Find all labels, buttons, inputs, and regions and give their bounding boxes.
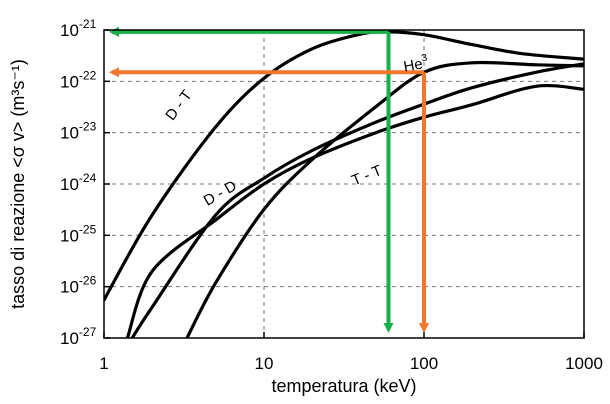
curves [104, 30, 584, 338]
x-tick-label: 1 [99, 354, 108, 373]
x-tick-label: 10 [255, 354, 274, 373]
y-tick-label: 10-21 [60, 17, 97, 40]
marker-arrows [109, 26, 429, 333]
series-line-d-t [104, 30, 584, 302]
y-tick-label: 10-23 [60, 120, 97, 143]
x-tick-label: 100 [410, 354, 438, 373]
y-tick-label: 10-22 [60, 68, 97, 91]
y-tick-label: 10-26 [60, 274, 97, 297]
curve-label: T - T [349, 162, 384, 189]
x-tick-label: 1000 [565, 354, 603, 373]
curve-label: D - T [162, 87, 195, 124]
curve-label: He3 [402, 53, 430, 76]
y-tick-label: 10-24 [60, 171, 97, 194]
series-line-d-he [185, 60, 584, 338]
axis-ticks: 1 10 100 1000 10-21 10-22 10-23 10-24 10-25 10-26… [60, 17, 603, 373]
series-line-d-d [130, 62, 584, 338]
y-tick-label: 10-25 [60, 222, 97, 245]
x-axis-title: temperatura (keV) [271, 376, 416, 396]
series-line-t-t [125, 84, 584, 338]
y-axis-title: tasso di reazione <σ v> (m³s⁻¹) [8, 59, 28, 309]
y-tick-label: 10-27 [60, 325, 97, 348]
